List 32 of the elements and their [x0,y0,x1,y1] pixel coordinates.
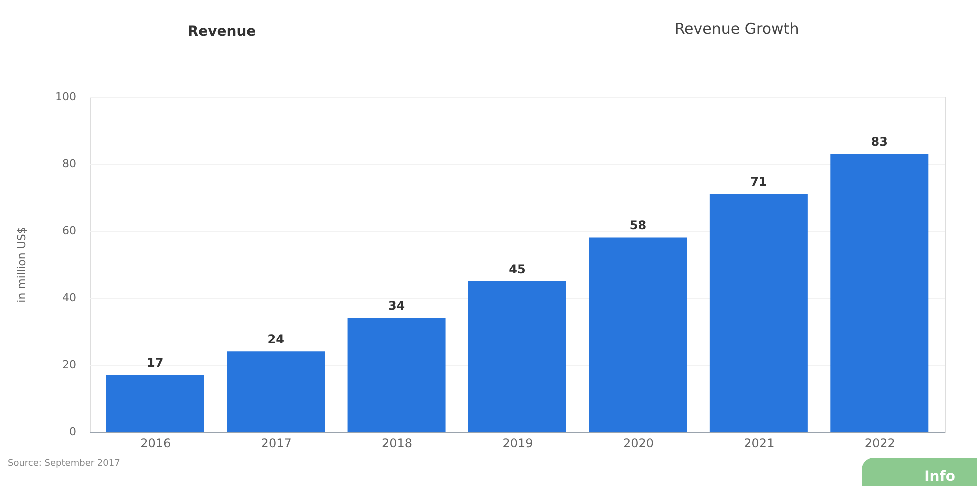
text: Revenue Growth [674,20,800,38]
data-label: 83 [871,134,888,149]
data-label: 34 [388,299,406,314]
data-label: 45 [509,262,526,276]
y-axis-title: in million US$ [16,227,29,303]
y-tick-label: 0 [70,426,76,438]
x-tick-label: 2016 [140,436,172,450]
bar [468,281,566,432]
bar [710,194,808,432]
y-tick-label: 60 [62,224,76,238]
bar [227,352,326,432]
x-tick-label: 2021 [744,436,775,450]
data-label: 71 [750,175,768,190]
y-tick-label: 40 [62,292,76,304]
bar [589,238,688,432]
bar [106,375,204,432]
bar [830,154,929,432]
text: Info [924,469,956,485]
y-tick-label: 20 [62,358,76,372]
data-label: 58 [630,218,647,233]
x-tick-label: 2018 [382,436,413,450]
x-tick-label: 2017 [261,436,292,450]
source-note: Source: September 2017 [8,459,120,469]
x-tick-label: 2019 [502,436,534,450]
text: Revenue [188,24,256,40]
data-label: 24 [268,332,284,347]
x-tick-label: 2020 [623,436,654,450]
y-tick-label: 100 [56,90,76,104]
bar [348,318,446,432]
data-label: 17 [147,356,164,370]
y-tick-label: 80 [62,158,76,170]
x-tick-label: 2022 [864,436,896,450]
